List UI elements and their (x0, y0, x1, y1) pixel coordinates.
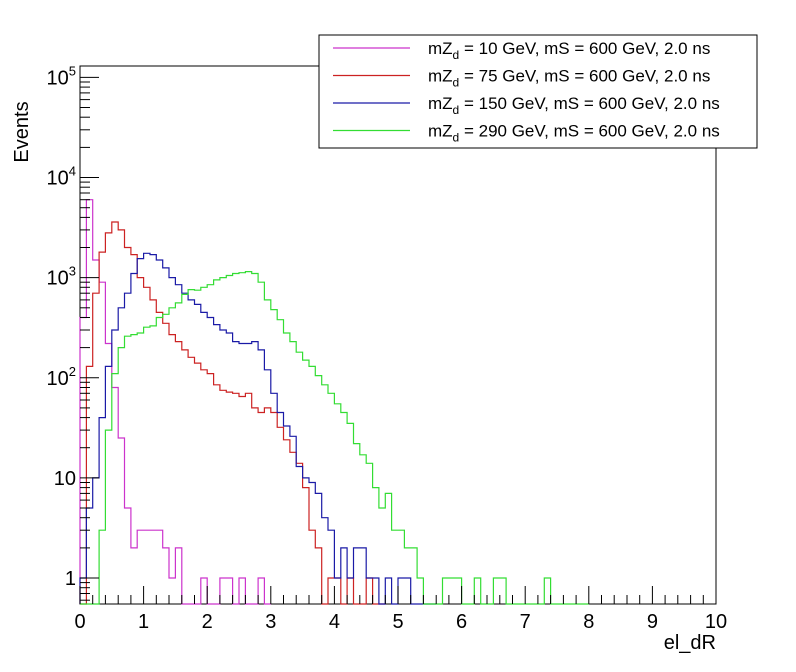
series-line-2 (79, 252, 437, 605)
x-tick-label: 1 (138, 611, 149, 633)
y-tick-label: 102 (47, 364, 76, 390)
y-tick-label: 103 (47, 264, 76, 290)
series-line-3 (80, 271, 589, 605)
x-tick-label: 4 (329, 611, 340, 633)
y-tick-label: 10 (54, 468, 76, 490)
x-tick-label: 6 (456, 611, 467, 633)
y-axis-label: Events (11, 101, 33, 162)
y-tick-label: 105 (47, 63, 76, 89)
legend-label-3: mZd = 290 GeV, mS = 600 GeV, 2.0 ns (428, 122, 720, 145)
axis-layer: 0 1 2 3 4 5 6 7 8 9 10 1 10 102 103 104 105 (47, 63, 728, 633)
legend-label-1: mZd = 75 GeV, mS = 600 GeV, 2.0 ns (428, 67, 710, 90)
x-tick-label: 5 (392, 611, 403, 633)
x-axis-label: el_dR (664, 632, 716, 654)
legend-label-0: mZd = 10 GeV, mS = 600 GeV, 2.0 ns (428, 39, 710, 62)
x-tick-label: 0 (74, 611, 85, 633)
x-tick-label: 3 (265, 611, 276, 633)
x-tick-label: 9 (647, 611, 658, 633)
series-layer (79, 199, 589, 605)
series-line-0 (79, 199, 271, 605)
y-tick-label: 1 (65, 568, 76, 590)
legend: mZd = 10 GeV, mS = 600 GeV, 2.0 ns mZd = … (318, 34, 758, 149)
x-tick-label: 2 (202, 611, 213, 633)
x-tick-label: 8 (583, 611, 594, 633)
series-line-1 (80, 221, 386, 605)
x-tick-label: 7 (520, 611, 531, 633)
x-tick-label: 10 (705, 611, 727, 633)
legend-label-2: mZd = 150 GeV, mS = 600 GeV, 2.0 ns (428, 94, 720, 117)
legend-box (318, 34, 758, 149)
y-tick-label: 104 (47, 164, 76, 190)
